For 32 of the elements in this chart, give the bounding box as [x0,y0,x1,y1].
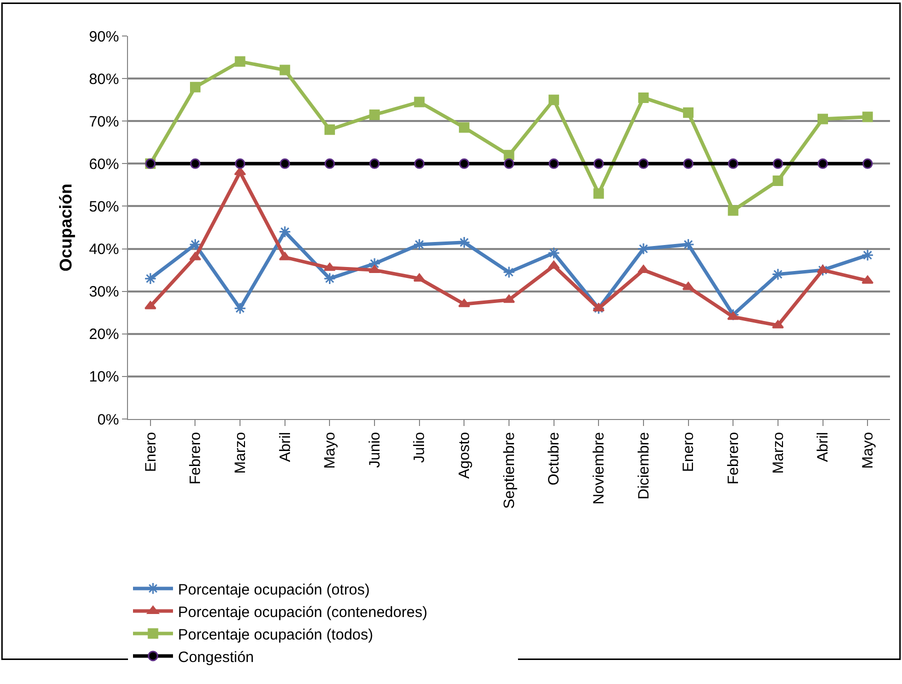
x-tick-label: Noviembre [590,432,608,505]
y-tick-label: 10% [88,368,119,386]
x-tick-label: Julio [411,432,428,463]
x-tick-label: Septiembre [500,432,518,509]
legend-label: Congestión [178,648,254,666]
y-tick-label: 40% [88,241,119,258]
x-tick-label: Enero [142,432,160,472]
legend-label: Porcentaje ocupación (todos) [178,626,374,644]
x-tick-label: Abril [814,432,832,462]
legend-label: Porcentaje ocupación (otros) [178,581,370,598]
x-tick-label: Diciembre [635,432,652,500]
x-tick-label: Marzo [770,432,787,474]
y-tick-label: 60% [88,156,119,173]
x-tick-label: Mayo [859,432,876,469]
y-tick-label: 70% [88,113,119,130]
x-tick-label: Agosto [456,432,474,479]
y-axis-title: Ocupación [56,184,76,272]
x-tick-label: Febrero [724,432,742,485]
x-tick-label: Marzo [232,432,249,474]
x-tick-label: Mayo [322,432,339,469]
y-tick-label: 90% [88,28,119,46]
x-tick-label: Junio [366,432,384,468]
x-tick-label: Enero [680,432,698,472]
x-tick-label: Febrero [187,432,204,485]
x-tick-label: Octubre [546,432,563,486]
y-tick-label: 30% [88,284,119,301]
legend-label: Porcentaje ocupación (contenedores) [178,604,428,621]
x-tick-label: Abril [276,432,294,462]
y-tick-label: 80% [88,70,119,88]
y-tick-label: 20% [88,326,119,344]
y-tick-label: 50% [88,198,119,216]
y-tick-label: 0% [97,411,119,428]
